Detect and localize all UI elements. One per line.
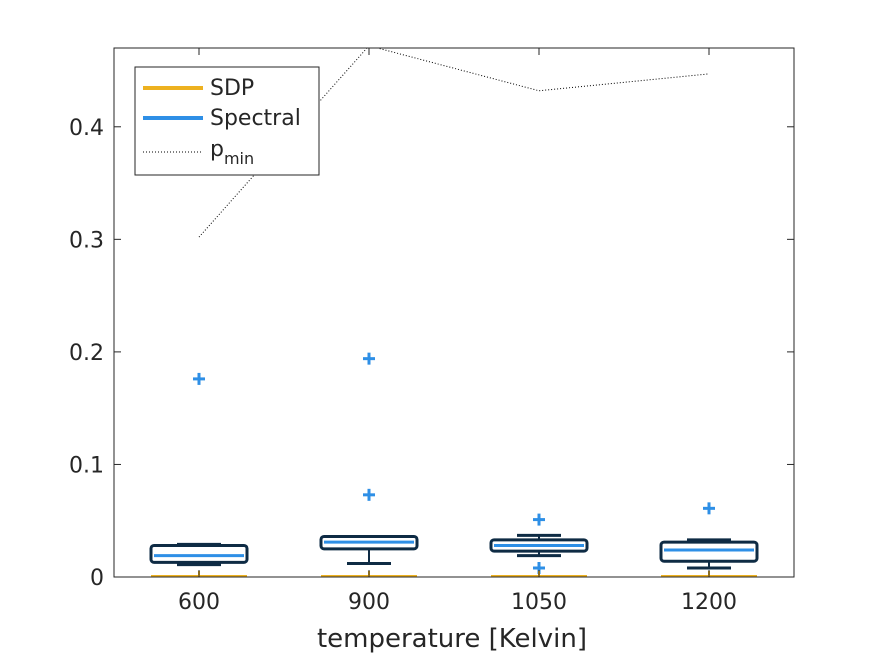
legend-label-pmin-main: p bbox=[210, 137, 224, 162]
legend-box bbox=[134, 66, 320, 176]
y-tick-label: 0.3 bbox=[69, 228, 104, 253]
spectral-outlier bbox=[363, 488, 375, 501]
spectral-box-group bbox=[319, 352, 419, 565]
spectral-box-group bbox=[659, 502, 759, 570]
spectral-box bbox=[659, 540, 759, 563]
spectral-box-group bbox=[149, 372, 249, 567]
y-tick-label: 0.2 bbox=[69, 341, 104, 366]
legend-label-pmin: pmin bbox=[210, 137, 254, 168]
y-tick-label: 0 bbox=[90, 566, 104, 591]
tick-layer: 0 0.1 0.2 0.3 0.4 600 900 1050 1200 bbox=[69, 48, 794, 615]
series-layer bbox=[149, 48, 759, 577]
legend-label-spectral: Spectral bbox=[210, 106, 301, 131]
legend-label-pmin-subscript: min bbox=[224, 149, 254, 168]
spectral-outlier bbox=[533, 513, 545, 526]
y-tick-label: 0.1 bbox=[69, 453, 104, 478]
spectral-box bbox=[149, 543, 249, 564]
legend: SDP Spectral pmin bbox=[134, 66, 320, 176]
spectral-box-group bbox=[489, 513, 589, 574]
legend-label-sdp: SDP bbox=[210, 76, 254, 101]
spectral-outlier bbox=[703, 502, 715, 515]
x-tick-label: 900 bbox=[348, 590, 390, 615]
plot-frame bbox=[113, 47, 795, 578]
y-tick-label: 0.4 bbox=[69, 116, 104, 141]
spectral-outlier bbox=[193, 372, 205, 385]
x-tick-label: 1050 bbox=[511, 590, 567, 615]
spectral-outlier bbox=[363, 352, 375, 365]
x-tick-label: 600 bbox=[178, 590, 220, 615]
x-axis-label: temperature [Kelvin] bbox=[317, 624, 587, 654]
x-tick-label: 1200 bbox=[681, 590, 737, 615]
